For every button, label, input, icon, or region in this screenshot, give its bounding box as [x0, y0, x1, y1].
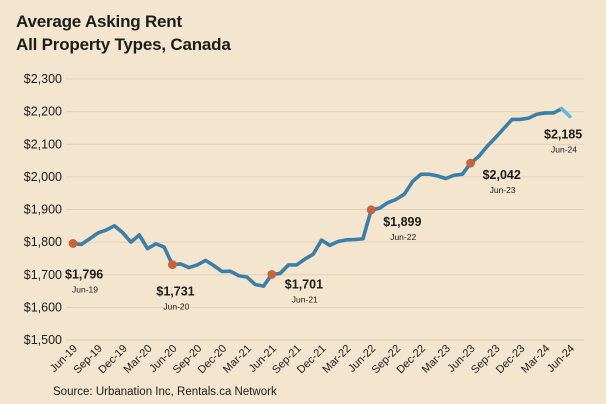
annotation-date-label: Jun-23 — [490, 185, 516, 195]
x-tick-label: Mar-23 — [420, 343, 453, 376]
y-tick-label: $1,900 — [24, 203, 62, 217]
x-tick-label: Mar-24 — [519, 343, 552, 376]
y-tick-label: $2,200 — [24, 105, 62, 119]
annotation-date-label: Jun-24 — [551, 145, 577, 155]
data-point-marker — [68, 239, 78, 248]
chart-title-line-2: All Property Types, Canada — [16, 35, 231, 54]
data-point-marker — [466, 158, 475, 168]
y-tick-label: $2,100 — [24, 137, 62, 151]
y-tick-label: $2,300 — [24, 72, 62, 86]
x-tick-label: Mar-20 — [122, 343, 155, 376]
source-note: Source: Urbanation Inc, Rentals.ca Netwo… — [53, 386, 277, 398]
x-tick-label: Jun-24 — [545, 343, 577, 375]
data-point-marker — [366, 205, 376, 215]
annotation-value-label: $2,042 — [483, 168, 521, 182]
chart-title-line-1: Average Asking Rent — [16, 12, 182, 31]
x-tick-label: Mar-21 — [221, 343, 254, 376]
series-line-latest — [559, 106, 572, 119]
x-tick-label: Mar-22 — [320, 343, 353, 376]
annotation-value-label: $1,899 — [383, 215, 421, 229]
y-tick-label: $1,700 — [24, 268, 62, 282]
annotation-value-label: $2,185 — [544, 128, 582, 142]
y-tick-label: $1,800 — [24, 235, 62, 249]
data-point-marker — [267, 270, 277, 279]
annotation-date-label: Jun-20 — [163, 302, 189, 312]
annotation-value-label: $1,796 — [65, 267, 103, 281]
annotation-date-label: Jun-21 — [292, 294, 318, 304]
data-point-marker — [168, 260, 177, 270]
y-tick-label: $1,600 — [24, 300, 62, 314]
annotation-date-label: Jun-22 — [390, 232, 416, 242]
series-line — [71, 106, 564, 288]
annotation-value-label: $1,731 — [156, 285, 194, 299]
y-tick-label: $2,000 — [24, 170, 62, 184]
annotation-date-label: Jun-19 — [72, 284, 98, 294]
annotation-value-label: $1,701 — [285, 277, 323, 291]
y-tick-label: $1,500 — [24, 333, 62, 347]
